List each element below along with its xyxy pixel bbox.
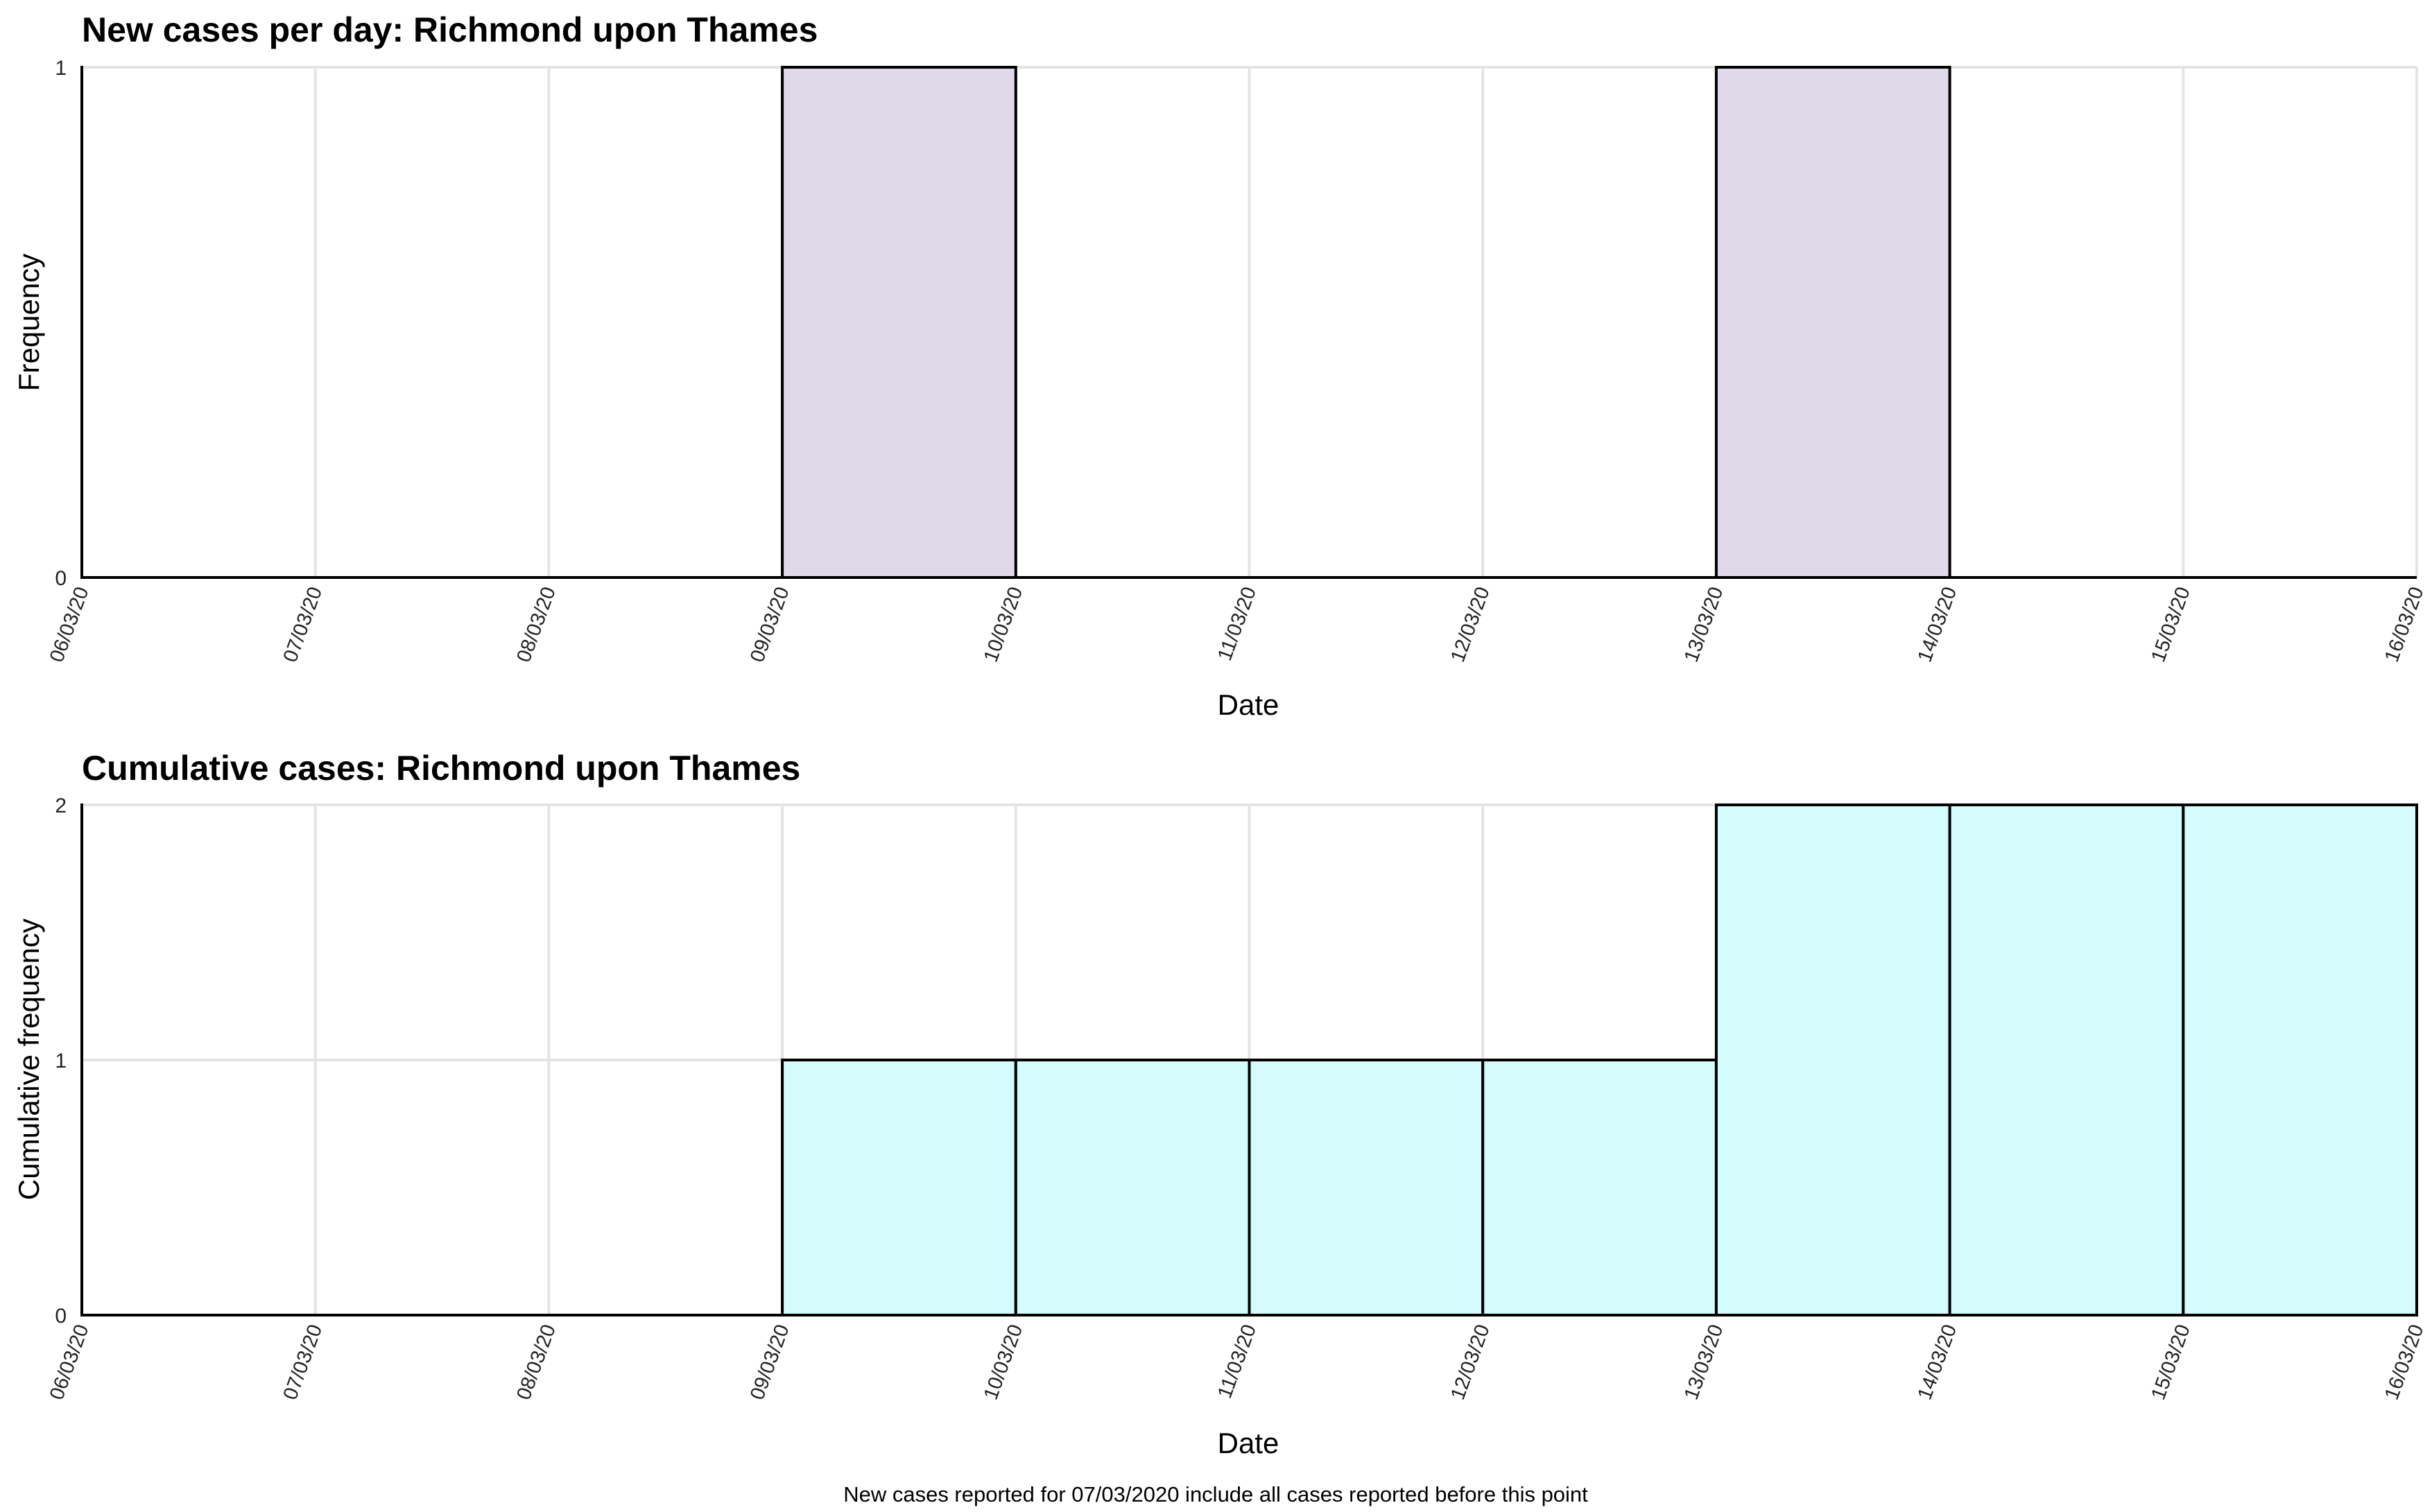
cumulative-x-axis-label: Date bbox=[1218, 1427, 1279, 1459]
cumulative-bar bbox=[1248, 1059, 1485, 1317]
daily-x-tick-label: 06/03/20 bbox=[46, 584, 94, 665]
daily-x-ticks: 06/03/20 07/03/20 08/03/20 09/03/20 10/03/20… bbox=[46, 584, 2429, 665]
daily-x-tick-label: 10/03/20 bbox=[980, 584, 1028, 665]
daily-y-axis-label: Frequency bbox=[12, 254, 45, 391]
cumulative-x-tick-label: 15/03/20 bbox=[2147, 1321, 2195, 1402]
cumulative-bar bbox=[2182, 803, 2419, 1317]
cumulative-cases-chart: Cumulative cases: Richmond upon Thames C… bbox=[12, 749, 2429, 1459]
cumulative-x-tick-label: 12/03/20 bbox=[1447, 1321, 1494, 1402]
cumulative-x-tick-label: 10/03/20 bbox=[980, 1321, 1028, 1402]
daily-axes bbox=[80, 66, 2417, 579]
daily-x-tick-label: 09/03/20 bbox=[746, 584, 794, 665]
cumulative-y-tick-label: 2 bbox=[55, 794, 67, 817]
cumulative-x-ticks: 06/03/20 07/03/20 08/03/20 09/03/20 10/03/20… bbox=[46, 1321, 2429, 1402]
cumulative-x-tick-label: 11/03/20 bbox=[1214, 1321, 1261, 1401]
daily-gridlines bbox=[80, 66, 2418, 579]
daily-x-tick-label: 12/03/20 bbox=[1447, 584, 1494, 665]
cumulative-chart-title: Cumulative cases: Richmond upon Thames bbox=[82, 749, 800, 788]
cumulative-x-tick-label: 06/03/20 bbox=[46, 1321, 94, 1402]
cumulative-bar bbox=[1481, 1059, 1718, 1317]
daily-y-tick-label: 0 bbox=[55, 567, 67, 590]
daily-bar bbox=[1714, 66, 1951, 579]
cumulative-bars bbox=[781, 803, 2419, 1317]
daily-x-tick-label: 07/03/20 bbox=[279, 584, 327, 665]
daily-y-tick-label: 1 bbox=[55, 57, 67, 80]
daily-bar bbox=[781, 66, 1017, 579]
daily-cases-chart: New cases per day: Richmond upon Thames … bbox=[12, 10, 2429, 721]
daily-x-tick-label: 16/03/20 bbox=[2381, 584, 2429, 665]
cumulative-x-tick-label: 09/03/20 bbox=[746, 1321, 794, 1402]
cumulative-bar bbox=[1948, 803, 2185, 1317]
daily-x-tick-label: 14/03/20 bbox=[1913, 584, 1961, 665]
daily-x-tick-label: 15/03/20 bbox=[2147, 584, 2195, 665]
cumulative-bar bbox=[1014, 1059, 1251, 1317]
daily-x-tick-label: 13/03/20 bbox=[1680, 584, 1728, 665]
cumulative-x-tick-label: 16/03/20 bbox=[2381, 1321, 2429, 1402]
cumulative-x-tick-label: 13/03/20 bbox=[1680, 1321, 1728, 1402]
cumulative-bar bbox=[1714, 803, 1951, 1317]
cumulative-x-tick-label: 07/03/20 bbox=[279, 1321, 327, 1402]
daily-x-tick-label: 08/03/20 bbox=[512, 584, 560, 665]
footnote: New cases reported for 07/03/2020 includ… bbox=[843, 1482, 1588, 1506]
daily-y-ticks: 01 bbox=[55, 57, 67, 590]
cumulative-bar bbox=[781, 1059, 1017, 1317]
cumulative-x-tick-label: 14/03/20 bbox=[1913, 1321, 1961, 1402]
cumulative-y-tick-label: 1 bbox=[55, 1050, 67, 1072]
cumulative-axes bbox=[80, 803, 2417, 1317]
cumulative-y-axis-label: Cumulative frequency bbox=[12, 919, 45, 1200]
daily-x-axis-label: Date bbox=[1218, 688, 1279, 721]
cumulative-y-tick-label: 0 bbox=[55, 1305, 67, 1328]
daily-bars bbox=[781, 66, 1951, 579]
daily-x-tick-label: 11/03/20 bbox=[1214, 584, 1261, 663]
cumulative-x-tick-label: 08/03/20 bbox=[512, 1321, 560, 1402]
cumulative-y-ticks: 0 1 2 bbox=[55, 794, 67, 1328]
daily-chart-title: New cases per day: Richmond upon Thames bbox=[82, 10, 818, 49]
